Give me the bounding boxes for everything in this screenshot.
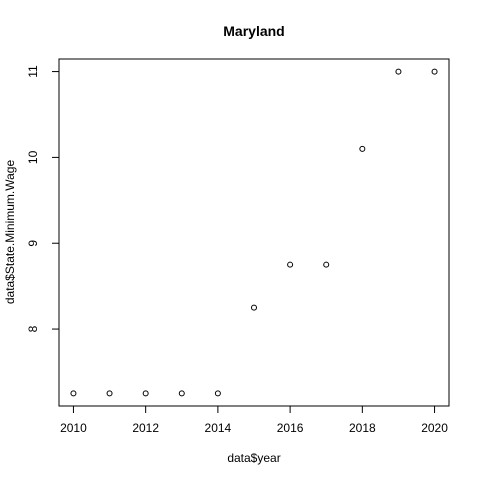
x-axis-label: data$year bbox=[227, 451, 280, 465]
x-tick-label: 2014 bbox=[205, 421, 232, 435]
data-point bbox=[106, 390, 113, 397]
x-tick-label: 2018 bbox=[349, 421, 376, 435]
y-tick-label: 9 bbox=[26, 240, 40, 247]
data-point bbox=[214, 390, 221, 397]
plot-frame bbox=[58, 58, 450, 407]
x-tick-label: 2012 bbox=[132, 421, 159, 435]
x-tick-label: 2020 bbox=[421, 421, 448, 435]
data-point bbox=[178, 390, 185, 397]
y-tick-label: 11 bbox=[26, 65, 40, 78]
x-tick-label: 2016 bbox=[277, 421, 304, 435]
y-axis: 8 9 10 11 bbox=[26, 65, 60, 332]
data-points bbox=[70, 68, 438, 397]
data-point bbox=[359, 145, 366, 152]
x-axis: 2010 2012 2014 2016 2018 2020 bbox=[60, 405, 448, 435]
y-axis-label: data$State.Minimum.Wage bbox=[3, 160, 17, 305]
data-point bbox=[287, 261, 294, 268]
y-tick-label: 10 bbox=[26, 150, 40, 164]
x-tick-label: 2010 bbox=[60, 421, 87, 435]
data-point bbox=[70, 390, 77, 397]
y-tick-label: 8 bbox=[26, 325, 40, 332]
data-point bbox=[431, 68, 438, 75]
data-point bbox=[323, 261, 330, 268]
data-point bbox=[395, 68, 402, 75]
data-point bbox=[251, 304, 257, 311]
data-point bbox=[142, 390, 149, 397]
chart-title: Maryland bbox=[223, 23, 284, 39]
